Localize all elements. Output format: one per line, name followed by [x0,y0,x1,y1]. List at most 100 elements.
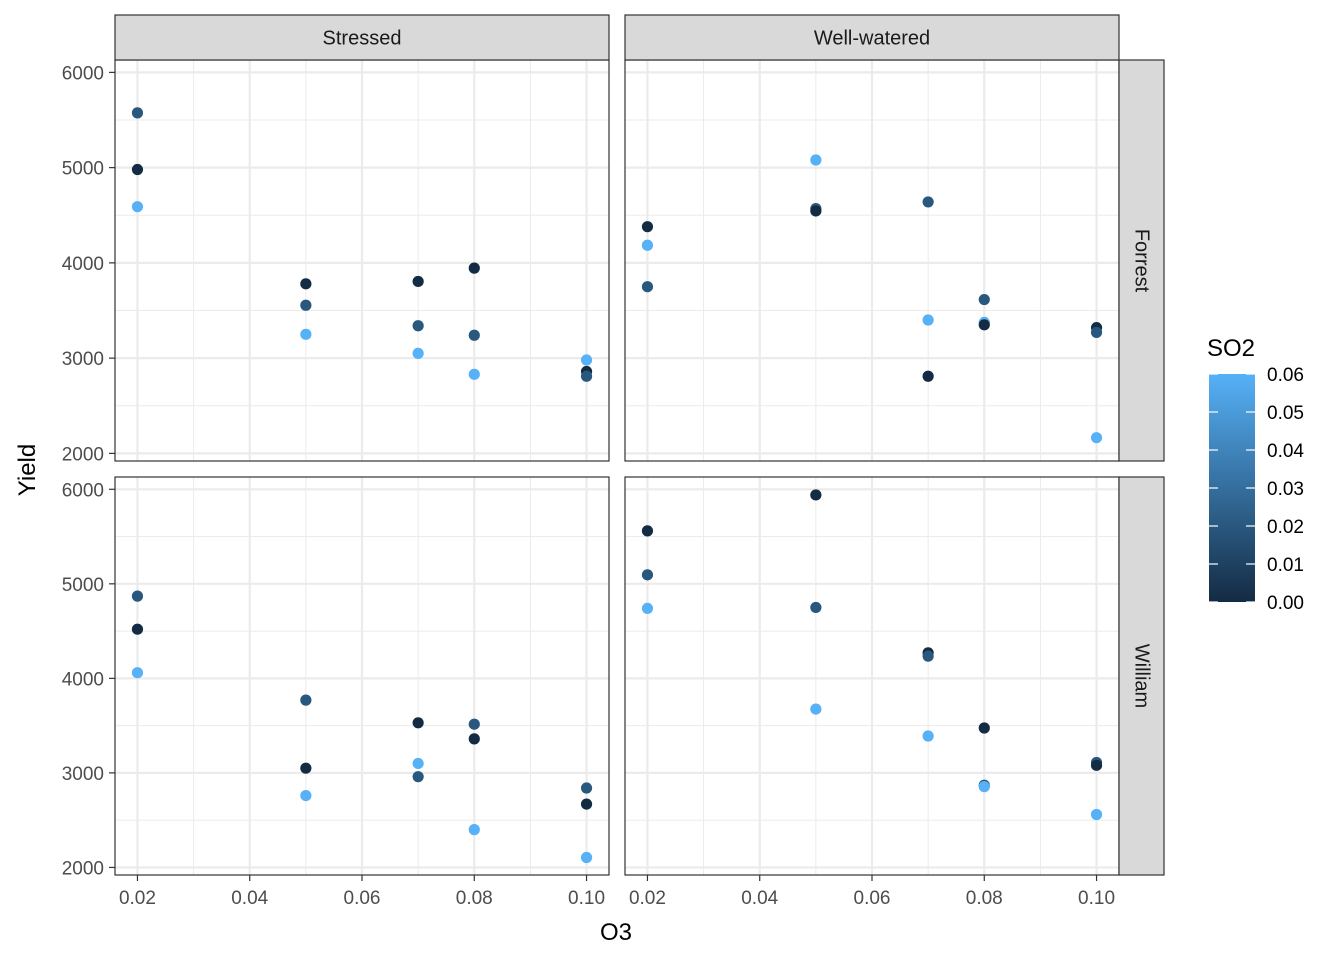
data-point [131,667,144,679]
data-point [922,730,934,742]
y-tick-label: 4000 [62,669,104,690]
legend-tick-label: 0.01 [1267,555,1304,576]
data-point [978,722,990,734]
data-point [1090,432,1103,444]
data-point [131,623,144,635]
data-point [580,354,593,366]
data-point [641,602,654,615]
data-point [468,733,480,745]
data-point [641,525,654,537]
x-tick-label: 0.02 [629,888,666,909]
strip-label: Stressed [323,28,402,50]
data-point [131,107,144,119]
data-point [580,370,593,382]
data-point [978,293,990,306]
data-point [580,798,593,810]
data-point [131,590,144,602]
data-point [810,489,822,501]
data-point [922,196,934,208]
legend-tick-label: 0.06 [1267,365,1304,386]
data-point [468,262,480,274]
x-tick-label: 0.06 [344,888,381,909]
x-tick-label: 0.08 [966,888,1003,909]
legend-tick-label: 0.00 [1267,593,1304,614]
y-tick-label: 3000 [62,349,104,370]
data-point [300,694,312,706]
data-point [641,281,654,293]
x-axis-title: O3 [600,919,632,946]
panel-william-stressed [114,476,610,876]
data-point [641,569,654,581]
panel-william-well-watered [624,476,1120,876]
x-tick-label: 0.06 [854,888,891,909]
y-tick-label: 6000 [62,63,104,84]
data-point [300,299,312,311]
axes-layer: Stressed Well-watered Forrest William 2000 30… [62,14,1165,909]
data-point [300,278,312,290]
y-tick-label: 6000 [62,480,104,501]
strip-label: William [1131,644,1153,708]
data-point [131,201,144,213]
data-point [922,314,934,326]
data-point [412,347,424,359]
strip-stressed: Stressed [114,14,610,61]
strip-label: Forrest [1131,229,1153,293]
panel-forrest-well-watered [624,59,1120,462]
data-point [978,781,990,793]
data-point [580,851,593,864]
data-point [300,762,312,774]
data-point [468,329,480,341]
data-point [978,319,990,331]
strip-forrest: Forrest [1118,59,1165,462]
legend-tick-label: 0.05 [1267,403,1304,424]
data-point [580,782,593,794]
data-point [412,757,424,770]
data-point [810,205,822,217]
data-point [468,824,480,836]
data-point [1090,326,1103,339]
x-tick-label: 0.10 [568,888,605,909]
strip-background [114,14,610,61]
data-point [1090,759,1103,771]
legend-tick-label: 0.02 [1267,517,1304,538]
y-tick-label: 4000 [62,254,104,275]
strip-background [624,14,1120,61]
data-point [1090,808,1103,821]
data-point [468,368,480,380]
x-tick-label: 0.08 [456,888,493,909]
data-point [810,601,822,614]
data-point [641,239,654,251]
data-point [412,717,424,729]
x-tick-label: 0.02 [119,888,156,909]
data-point [810,154,822,166]
data-point [468,718,480,730]
y-tick-label: 5000 [62,159,104,180]
data-point [300,328,312,340]
data-point [131,163,144,176]
x-tick-label: 0.04 [741,888,778,909]
panel-forrest-stressed [114,59,610,462]
y-axis-title: Yield [14,444,41,496]
legend-tick-label: 0.04 [1267,441,1304,462]
data-point [810,703,822,715]
data-point [412,771,424,783]
y-tick-label: 3000 [62,764,104,785]
data-point [300,789,312,802]
y-tick-label: 5000 [62,575,104,596]
so2-color-legend: SO2 0.00 0.01 0.02 0.03 0.04 0.05 0.06 [1207,335,1304,614]
legend-ticks: 0.00 0.01 0.02 0.03 0.04 0.05 0.06 [1209,365,1304,614]
y-tick-label: 2000 [62,444,104,465]
x-tick-label: 0.04 [231,888,268,909]
data-point [641,221,654,233]
y-tick-label: 2000 [62,858,104,879]
data-point [922,650,934,662]
strip-background [1118,59,1165,462]
data-point [412,320,424,332]
data-point [412,275,424,288]
strip-william: William [1118,476,1165,876]
strip-label: Well-watered [814,28,930,50]
legend-title: SO2 [1207,335,1255,362]
strip-background [1118,476,1165,876]
legend-tick-label: 0.03 [1267,479,1304,500]
